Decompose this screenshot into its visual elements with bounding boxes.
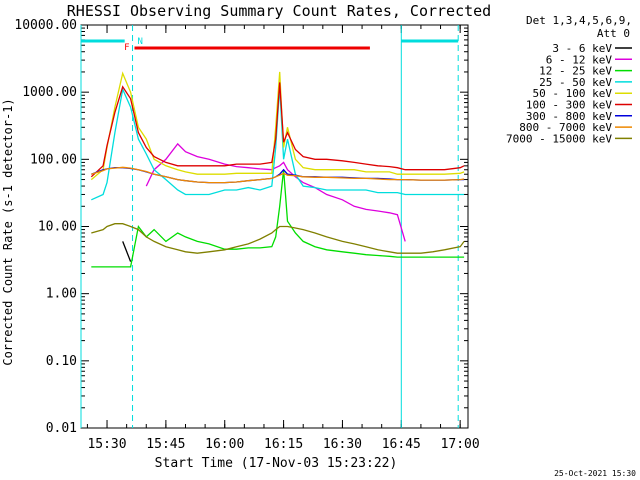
series-line [145,142,406,242]
x-tick-label: 16:30 [323,437,362,452]
legend-label: 12 - 25 keV [539,65,612,78]
attenuator-label: Att 0 [597,27,630,40]
annotation-label: F [124,43,129,53]
y-tick-label: 10000.00 [14,18,77,33]
x-tick-label: 15:45 [146,437,185,452]
legend-label: 50 - 100 keV [533,87,613,100]
y-tick-label: 1000.00 [22,85,77,100]
y-axis-label: Corrected Count Rate (s-1 detector-1) [1,98,15,365]
legend-label: 6 - 12 keV [546,53,613,66]
series-line [90,82,465,178]
legend-label: 300 - 800 keV [526,110,612,123]
plot-area: 0.01 0.10 1.00 10.00 100.00 1000.00 10000.00 15… [14,18,479,452]
x-axis-label: Start Time (17-Nov-03 15:23:22) [155,456,398,471]
detectors-label: Det 1,3,4,5,6,9, [526,14,632,27]
series-line [122,241,132,262]
footer-date: 25-Oct-2021 15:30 [554,469,636,478]
y-tick-label: 100.00 [30,152,77,167]
x-tick-label: 16:00 [205,437,244,452]
chart-title: RHESSI Observing Summary Count Rates, Co… [67,2,491,20]
series-line [91,86,465,201]
series-line [91,166,465,184]
series-line [91,223,465,254]
legend-label: 3 - 6 keV [552,42,612,55]
x-tick-label: 16:45 [382,437,421,452]
x-tick-label: 16:15 [264,437,303,452]
x-tick-label: 15:30 [87,437,126,452]
y-tick-label: 0.10 [46,354,77,369]
y-tick-label: 10.00 [38,220,77,235]
x-tick-label: 17:00 [441,437,480,452]
series-line [90,71,465,181]
legend-label: 100 - 300 keV [526,99,612,112]
annotation-label: N [137,37,142,47]
y-tick-label: 1.00 [46,287,77,302]
legend-label: 800 - 7000 keV [519,121,612,134]
legend-label: 7000 - 15000 keV [506,132,612,145]
y-tick-label: 0.01 [46,421,77,436]
series-line [91,169,465,268]
legend-label: 25 - 50 keV [539,76,612,89]
